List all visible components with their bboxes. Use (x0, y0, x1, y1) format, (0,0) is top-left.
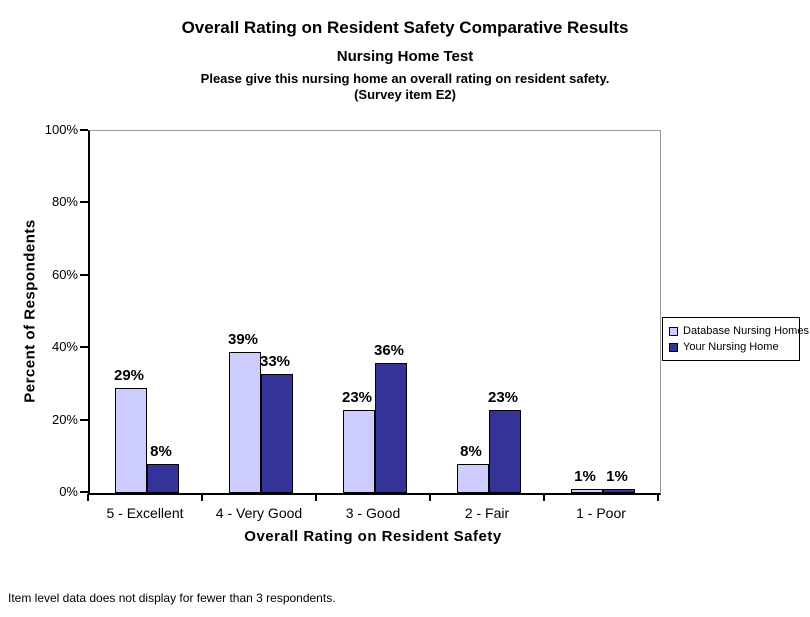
y-tick-label: 80% (51, 194, 78, 210)
footer-note: Item level data does not display for few… (8, 591, 336, 605)
bar-value-label: 36% (373, 342, 405, 359)
bar-database-nursing-homes (343, 410, 375, 493)
bar-your-nursing-home (261, 374, 293, 493)
x-tick-mark (543, 494, 545, 501)
bar-your-nursing-home (489, 410, 521, 493)
y-tick-mark (80, 491, 88, 493)
legend-marker-your-nursing-home (669, 342, 678, 352)
legend-label: Database Nursing Homes (683, 325, 809, 337)
bar-value-label: 8% (150, 443, 172, 460)
legend-marker-database-nursing-homes (669, 326, 678, 336)
x-axis-title: Overall Rating on Resident Safety (244, 528, 502, 545)
bar-value-label: 8% (460, 443, 482, 460)
x-category-label: 5 - Excellent (106, 505, 184, 521)
chart-subtitle: Nursing Home Test (336, 48, 474, 65)
bar-value-label: 1% (574, 468, 596, 485)
bar-value-label: 23% (487, 389, 519, 406)
bar-database-nursing-homes (229, 352, 261, 493)
legend: Database Nursing Homes Your Nursing Home (662, 317, 809, 361)
bar-your-nursing-home (603, 489, 635, 493)
bar-database-nursing-homes (571, 489, 603, 493)
x-category-label: 2 - Fair (464, 505, 510, 521)
survey-question-line1: Please give this nursing home an overall… (200, 71, 610, 86)
bar-value-label: 29% (113, 367, 145, 384)
legend-label: Your Nursing Home (683, 341, 779, 353)
x-tick-mark (429, 494, 431, 501)
legend-item-your-nursing-home: Your Nursing Home (669, 339, 795, 355)
bar-your-nursing-home (375, 363, 407, 493)
y-axis-title: Percent of Respondents (21, 219, 39, 403)
y-tick-label: 60% (51, 266, 78, 282)
bar-value-label: 23% (341, 389, 373, 406)
y-tick-mark (80, 129, 88, 131)
bar-value-label: 1% (606, 468, 628, 485)
y-tick-mark (80, 201, 88, 204)
survey-question-line2: (Survey item E2) (354, 87, 456, 102)
y-tick-mark (80, 346, 88, 349)
y-tick-label: 0% (59, 484, 78, 499)
y-tick-label: 100% (44, 122, 78, 137)
x-category-label: 4 - Very Good (215, 505, 303, 521)
survey-question: Please give this nursing home an overall… (0, 71, 810, 103)
x-tick-mark (201, 494, 203, 501)
y-tick-label: 20% (51, 411, 78, 427)
bar-value-label: 33% (259, 353, 291, 370)
plot-area (88, 130, 661, 495)
bar-your-nursing-home (147, 464, 179, 493)
x-category-label: 3 - Good (345, 505, 401, 521)
x-category-label: 1 - Poor (576, 505, 626, 521)
y-tick-mark (80, 418, 88, 421)
y-tick-mark (80, 273, 88, 276)
chart-title: Overall Rating on Resident Safety Compar… (181, 18, 629, 37)
y-tick-label: 40% (51, 339, 78, 355)
x-tick-mark (87, 494, 89, 501)
bar-value-label: 39% (227, 331, 259, 348)
x-tick-mark (315, 494, 317, 501)
bar-database-nursing-homes (457, 464, 489, 493)
bar-database-nursing-homes (115, 388, 147, 493)
legend-item-database-nursing-homes: Database Nursing Homes (669, 323, 809, 339)
x-tick-mark (657, 494, 659, 501)
